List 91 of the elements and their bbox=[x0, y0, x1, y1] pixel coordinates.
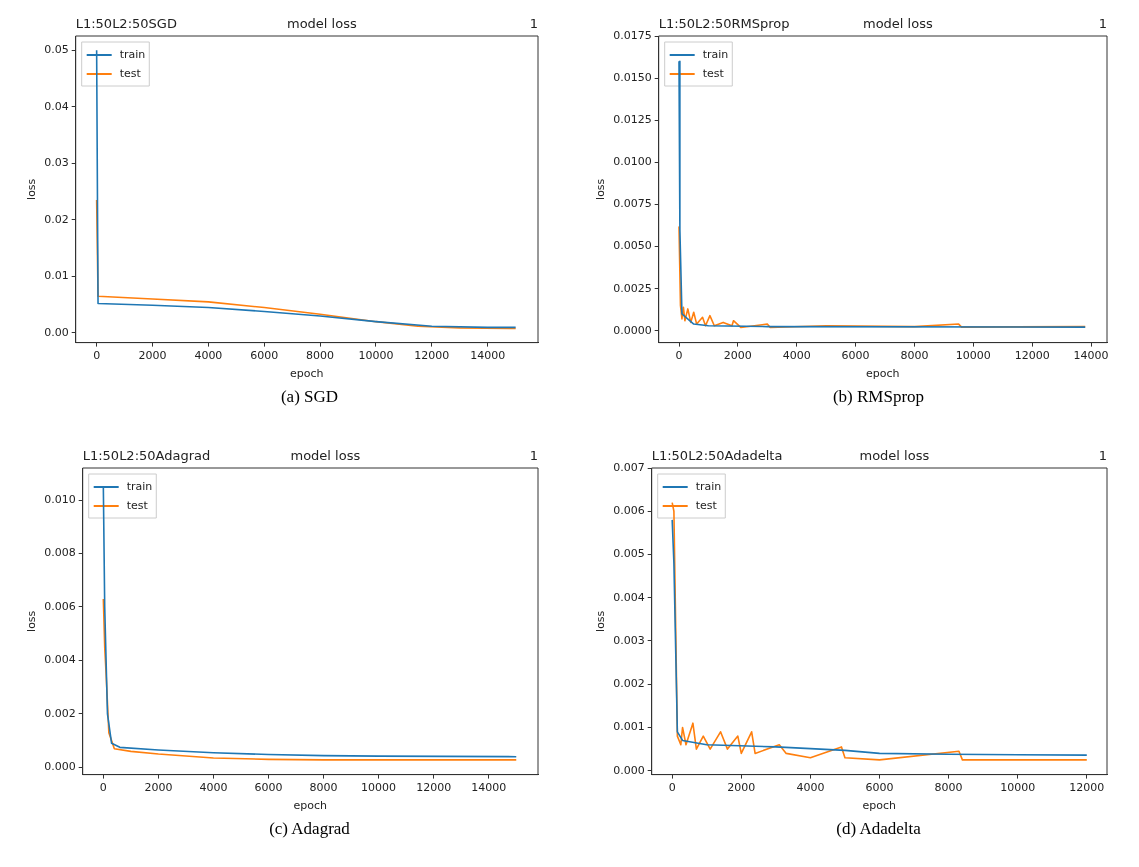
chart-subtitle: L1:50L2:50Adadelta bbox=[651, 447, 783, 463]
legend-label: test bbox=[126, 498, 149, 512]
x-tick-label: 14000 bbox=[471, 781, 507, 795]
y-tick-label: 0.04 bbox=[44, 99, 69, 113]
y-tick-label: 0.002 bbox=[44, 706, 76, 720]
y-tick-label: 0.0100 bbox=[613, 155, 652, 169]
text: 1 bbox=[1098, 447, 1107, 463]
y-tick-label: 0.0075 bbox=[613, 197, 652, 211]
x-tick-label: 10000 bbox=[1000, 781, 1036, 795]
x-axis-title: epoch bbox=[862, 799, 897, 813]
y-tick-label: 0.001 bbox=[613, 720, 645, 734]
text: (c) Adagrad bbox=[268, 819, 351, 839]
y-tick-label: 0.006 bbox=[44, 599, 76, 613]
x-tick-label: 8000 bbox=[306, 349, 335, 363]
x-tick-label: 2000 bbox=[727, 781, 756, 795]
legend-label: train bbox=[702, 47, 729, 61]
legend-label: test bbox=[119, 66, 142, 80]
y-tick-label: 0.0150 bbox=[613, 70, 652, 84]
x-tick-label: 2000 bbox=[138, 349, 167, 363]
x-tick-label: 14000 bbox=[1073, 349, 1109, 363]
y-tick-label: 0.0125 bbox=[613, 113, 652, 127]
x-tick-label: 4000 bbox=[194, 349, 223, 363]
text: 1 bbox=[529, 447, 538, 463]
x-tick-label: 4000 bbox=[782, 349, 811, 363]
y-tick-label: 0.003 bbox=[613, 633, 645, 647]
x-tick-label: 0 bbox=[93, 349, 101, 363]
y-tick-label: 0.006 bbox=[613, 504, 645, 518]
x-tick-label: 0 bbox=[668, 781, 676, 795]
y-tick-label: 0.002 bbox=[613, 677, 645, 691]
x-tick-label: 12000 bbox=[1014, 349, 1050, 363]
x-tick-label: 8000 bbox=[309, 781, 338, 795]
x-axis-title: epoch bbox=[293, 799, 328, 813]
y-tick-label: 0.007 bbox=[613, 460, 645, 474]
chart-title: model loss bbox=[290, 447, 361, 463]
x-tick-label: 6000 bbox=[865, 781, 894, 795]
x-axis-title: epoch bbox=[866, 367, 900, 381]
y-tick-label: 0.01 bbox=[44, 269, 69, 283]
x-axis-title: epoch bbox=[290, 367, 324, 381]
x-tick-label: 6000 bbox=[254, 781, 283, 795]
y-axis-title: loss bbox=[25, 610, 39, 632]
y-tick-label: 0.000 bbox=[613, 763, 645, 777]
chart-subtitle: L1:50L2:50SGD bbox=[75, 15, 177, 31]
legend-label: test bbox=[702, 66, 725, 80]
x-tick-label: 10000 bbox=[361, 781, 397, 795]
y-tick-label: 0.0050 bbox=[613, 239, 652, 253]
chart-subtitle: L1:50L2:50Adagrad bbox=[82, 447, 211, 463]
x-tick-label: 6000 bbox=[250, 349, 279, 363]
y-tick-label: 0.05 bbox=[44, 43, 69, 56]
y-axis-title: loss bbox=[594, 178, 608, 200]
y-tick-label: 0.02 bbox=[44, 212, 69, 226]
y-tick-label: 0.0000 bbox=[613, 323, 652, 337]
text: (a) SGD bbox=[279, 387, 340, 407]
chart-title: model loss bbox=[859, 447, 930, 463]
y-tick-label: 0.005 bbox=[613, 547, 645, 561]
x-tick-label: 12000 bbox=[414, 349, 450, 363]
y-tick-label: 0.0025 bbox=[613, 281, 652, 295]
x-tick-label: 2000 bbox=[144, 781, 173, 795]
legend-label: train bbox=[695, 479, 722, 493]
y-tick-label: 0.03 bbox=[44, 156, 69, 170]
y-tick-label: 0.000 bbox=[44, 760, 76, 774]
y-tick-label: 0.00 bbox=[44, 325, 69, 339]
x-tick-label: 4000 bbox=[199, 781, 228, 795]
text: 1 bbox=[1098, 15, 1107, 31]
y-tick-label: 0.008 bbox=[44, 546, 76, 560]
y-axis-title: loss bbox=[25, 178, 39, 200]
x-tick-label: 12000 bbox=[416, 781, 452, 795]
text: (b) RMSprop bbox=[831, 387, 926, 407]
chart-subtitle: L1:50L2:50RMSprop bbox=[658, 15, 790, 31]
x-tick-label: 4000 bbox=[796, 781, 825, 795]
x-tick-label: 14000 bbox=[470, 349, 506, 363]
y-tick-label: 0.004 bbox=[613, 590, 645, 604]
chart-title: model loss bbox=[286, 15, 357, 31]
legend-label: train bbox=[126, 479, 153, 493]
text: (d) Adadelta bbox=[835, 819, 922, 839]
y-tick-label: 0.010 bbox=[44, 492, 76, 506]
y-tick-label: 0.0175 bbox=[613, 28, 652, 42]
y-tick-label: 0.004 bbox=[44, 653, 76, 667]
x-tick-label: 10000 bbox=[358, 349, 394, 363]
legend-label: train bbox=[119, 47, 146, 61]
chart-title: model loss bbox=[862, 15, 933, 31]
x-tick-label: 8000 bbox=[900, 349, 929, 363]
x-tick-label: 2000 bbox=[723, 349, 752, 363]
legend-label: test bbox=[695, 498, 718, 512]
x-tick-label: 6000 bbox=[841, 349, 870, 363]
y-axis-title: loss bbox=[594, 610, 608, 632]
x-tick-label: 0 bbox=[675, 349, 683, 363]
text: 1 bbox=[529, 15, 538, 31]
x-tick-label: 10000 bbox=[955, 349, 991, 363]
x-tick-label: 8000 bbox=[934, 781, 963, 795]
x-tick-label: 12000 bbox=[1069, 781, 1105, 795]
x-tick-label: 0 bbox=[99, 781, 107, 795]
